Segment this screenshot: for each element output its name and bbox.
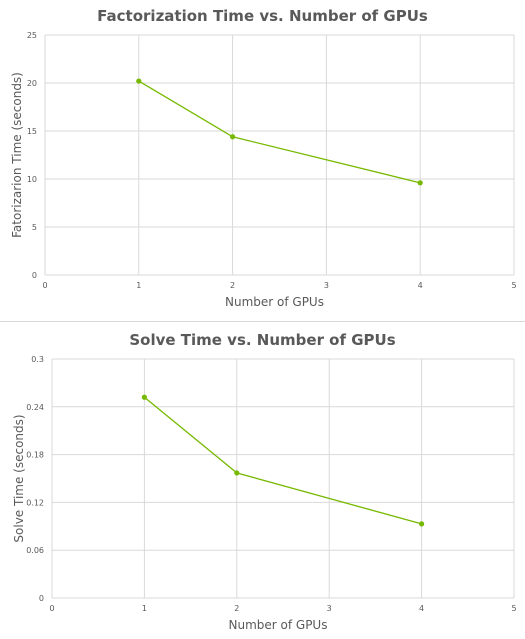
y-tick-label: 0.12 xyxy=(26,498,44,507)
y-axis-label: Solve Time (seconds) xyxy=(12,414,26,542)
solve-chart: Solve Time vs. Number of GPUs 0 1 2 3 4 5 0 0.0… xyxy=(0,322,525,639)
y-tick-label: 25 xyxy=(27,31,37,40)
y-tick-label: 0 xyxy=(39,594,44,603)
y-tick-label: 0.18 xyxy=(26,451,44,460)
series-line xyxy=(143,396,422,525)
chart-title: Factorization Time vs. Number of GPUs xyxy=(97,7,428,25)
x-tick-label: 5 xyxy=(511,604,516,613)
x-tick-label: 2 xyxy=(234,604,239,613)
data-point xyxy=(136,78,142,84)
y-tick-label: 0.3 xyxy=(31,355,44,364)
y-axis-label: Fatorizarion Time (seconds) xyxy=(10,72,24,238)
data-point xyxy=(141,394,147,400)
y-tick-label: 0.06 xyxy=(26,546,44,555)
factorization-chart: Factorization Time vs. Number of GPUs 0 1… xyxy=(10,7,517,309)
y-tick-label: 15 xyxy=(27,127,37,136)
y-tick-label: 5 xyxy=(32,223,37,232)
x-tick-label: 4 xyxy=(419,604,424,613)
x-tick-label: 0 xyxy=(49,604,54,613)
y-tick-label: 10 xyxy=(27,175,37,184)
y-tick-label: 20 xyxy=(27,79,37,88)
data-point xyxy=(417,180,423,186)
x-tick-label: 0 xyxy=(42,281,47,290)
x-tick-label: 2 xyxy=(230,281,235,290)
y-tick-label: 0 xyxy=(32,271,37,280)
x-axis-label: Number of GPUs xyxy=(229,618,328,632)
solve-chart-plot: 0 1 2 3 4 5 0 0.06 0.12 0.18 0.24 0.3 Number of GPUs… xyxy=(12,355,517,632)
series-line xyxy=(138,80,421,184)
chart-divider xyxy=(0,321,525,322)
data-point xyxy=(230,134,236,140)
data-point xyxy=(234,470,240,476)
x-tick-label: 3 xyxy=(327,604,332,613)
x-tick-label: 3 xyxy=(324,281,329,290)
data-point xyxy=(419,521,425,527)
x-tick-label: 1 xyxy=(142,604,147,613)
y-tick-label: 0.24 xyxy=(26,403,44,412)
x-tick-label: 4 xyxy=(418,281,423,290)
x-tick-label: 1 xyxy=(136,281,141,290)
x-tick-label: 5 xyxy=(511,281,516,290)
x-axis-label: Number of GPUs xyxy=(225,295,324,309)
chart-title: Solve Time vs. Number of GPUs xyxy=(129,331,396,349)
factorization-chart-plot: 0 1 2 3 4 5 0 5 10 15 20 25 Number of GPUs Fatorizari… xyxy=(10,31,517,309)
